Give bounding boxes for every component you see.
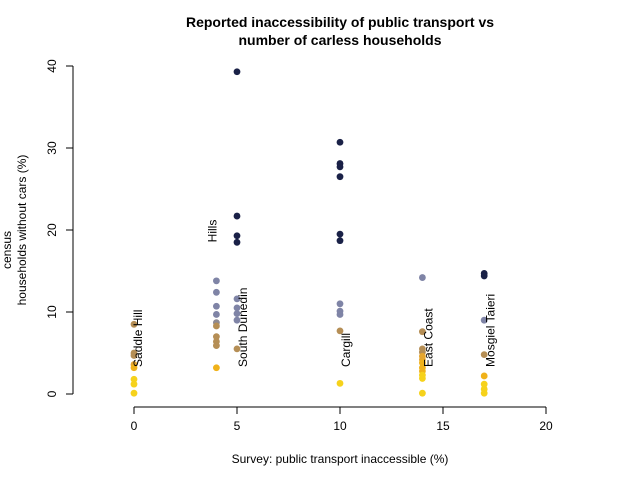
- x-tick-label: 5: [234, 419, 241, 433]
- point-label: Cargill: [339, 333, 353, 367]
- data-point: [480, 380, 488, 388]
- data-point: [213, 302, 220, 310]
- data-point: [336, 311, 344, 318]
- y-tick-label: 40: [45, 59, 59, 73]
- data-point: [336, 138, 344, 146]
- point-label: South Dunedin: [236, 288, 250, 367]
- data-point: [233, 310, 241, 318]
- chart-title-line-1: Reported inaccessibility of public trans…: [186, 14, 494, 30]
- data-point: [233, 345, 241, 353]
- data-point: [233, 304, 241, 312]
- data-point: [419, 328, 426, 336]
- y-tick-label: 10: [45, 305, 59, 319]
- data-point: [213, 342, 220, 350]
- data-point: [130, 389, 138, 397]
- data-point: [233, 238, 241, 246]
- data-point: [480, 351, 488, 359]
- data-point: [336, 327, 344, 335]
- y-axis-label-line-1: census: [0, 231, 14, 269]
- point-label: Saddle Hill: [131, 310, 145, 367]
- data-point: [233, 212, 241, 220]
- y-tick-label: 20: [45, 223, 59, 237]
- data-point: [233, 232, 241, 240]
- data-point: [233, 295, 241, 303]
- data-point: [233, 316, 241, 324]
- x-axis-label: Survey: public transport inaccessible (%…: [232, 452, 449, 466]
- x-tick-label: 20: [539, 419, 553, 433]
- data-point: [336, 237, 344, 245]
- data-points: [130, 68, 488, 397]
- y-tick-label: 0: [45, 390, 59, 397]
- data-point: [419, 375, 426, 382]
- data-point: [213, 311, 220, 318]
- data-point: [480, 316, 488, 324]
- point-labels: Saddle Hill Hills South Dunedin Cargill East…: [131, 220, 497, 367]
- data-point: [213, 364, 220, 372]
- y-tick-label: 30: [45, 141, 59, 155]
- data-point: [480, 272, 488, 280]
- data-point: [336, 230, 344, 238]
- data-point: [336, 300, 344, 308]
- data-point: [130, 352, 138, 359]
- data-point: [213, 322, 220, 330]
- chart-title-line-2: number of carless households: [238, 32, 441, 48]
- data-point: [419, 389, 426, 397]
- data-point: [213, 333, 220, 340]
- data-point: [480, 389, 488, 397]
- data-point: [480, 372, 488, 380]
- x-tick-label: 10: [333, 419, 347, 433]
- point-label: East Coast: [422, 308, 436, 367]
- data-point: [130, 320, 138, 328]
- y-axis-label-line-2: households without cars (%): [15, 155, 29, 306]
- data-point: [130, 375, 138, 383]
- axes: 0 5 10 15 20 0 10 20 30 40: [45, 59, 553, 433]
- data-point: [336, 379, 344, 387]
- point-label: Mosgiel Taieri: [483, 294, 497, 367]
- data-point: [419, 274, 426, 281]
- x-tick-label: 15: [436, 419, 450, 433]
- data-point: [233, 68, 241, 76]
- data-point: [213, 277, 220, 285]
- x-tick-label: 0: [131, 419, 138, 433]
- data-point: [336, 163, 344, 171]
- data-point: [419, 359, 426, 367]
- data-point: [130, 364, 138, 372]
- data-point: [336, 173, 344, 181]
- data-point: [130, 380, 138, 388]
- data-point: [213, 288, 220, 296]
- point-label: Hills: [205, 220, 219, 243]
